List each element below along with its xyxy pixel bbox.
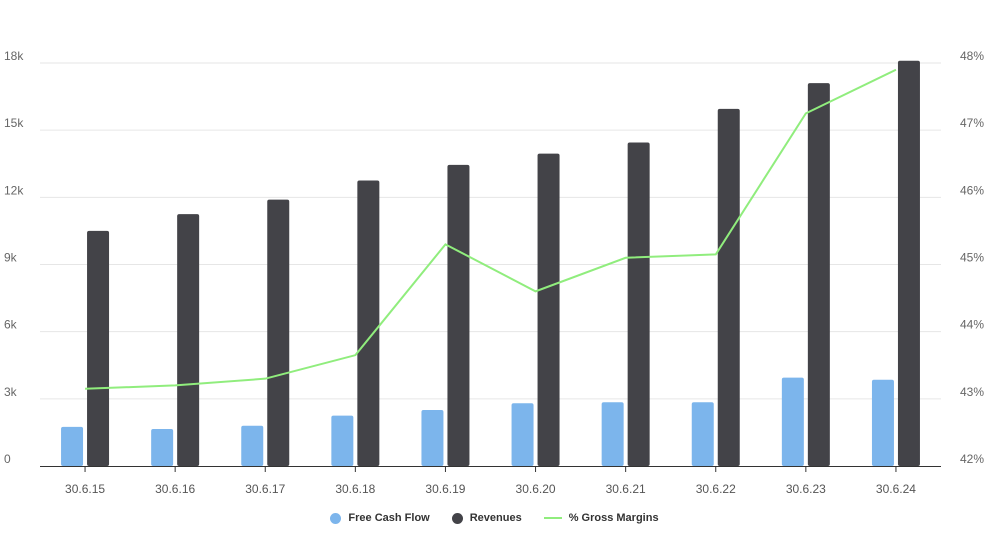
x-axis-tick-label: 30.6.16 xyxy=(155,482,195,496)
gross-margin-line xyxy=(85,68,897,390)
left-axis-tick-label: 15k xyxy=(4,116,24,130)
legend-item-revenues[interactable]: Revenues xyxy=(451,512,522,524)
bar-free-cash-flow[interactable] xyxy=(691,402,714,466)
bar-free-cash-flow[interactable] xyxy=(61,426,84,466)
bar-revenues[interactable] xyxy=(357,180,380,466)
x-axis-tick-label: 30.6.22 xyxy=(696,482,736,496)
legend-item-free-cash-flow[interactable]: Free Cash Flow xyxy=(330,512,430,524)
right-axis-tick-label: 44% xyxy=(960,318,984,332)
legend-label-revenues: Revenues xyxy=(469,512,522,524)
bar-revenues[interactable] xyxy=(177,214,200,466)
legend: Free Cash Flow Revenues % Gross Margins xyxy=(0,512,989,524)
left-axis-tick-label: 12k xyxy=(4,183,24,197)
bar-free-cash-flow[interactable] xyxy=(601,402,624,466)
right-axis-tick-label: 46% xyxy=(960,183,984,197)
bar-revenues[interactable] xyxy=(717,108,740,467)
bar-free-cash-flow[interactable] xyxy=(871,379,894,466)
right-axis-tick-label: 47% xyxy=(960,116,984,130)
bar-free-cash-flow[interactable] xyxy=(421,410,444,466)
right-axis-tick-label: 43% xyxy=(960,385,984,399)
bar-free-cash-flow[interactable] xyxy=(241,425,264,466)
bar-revenues[interactable] xyxy=(87,230,110,466)
bar-revenues[interactable] xyxy=(897,60,920,467)
x-axis-tick-label: 30.6.15 xyxy=(65,482,105,496)
x-axis-tick-label: 30.6.20 xyxy=(516,482,556,496)
legend-label-free-cash-flow: Free Cash Flow xyxy=(348,512,430,524)
bar-free-cash-flow[interactable] xyxy=(331,415,354,466)
bar-free-cash-flow[interactable] xyxy=(781,377,804,466)
legend-swatch-revenues xyxy=(451,512,463,524)
line-gross-margins[interactable] xyxy=(85,68,897,390)
left-axis-tick-label: 9k xyxy=(4,251,18,265)
x-axis-tick-label: 30.6.19 xyxy=(425,482,465,496)
bar-free-cash-flow[interactable] xyxy=(511,403,534,466)
bar-revenues[interactable] xyxy=(807,83,830,467)
x-axis-tick-label: 30.6.17 xyxy=(245,482,285,496)
axes: 0 42% 3k 43% 6k 44% 9k 45% 12k 46% 15k 47% 18k 48% 30.… xyxy=(4,49,984,496)
legend-item-gross-margins[interactable]: % Gross Margins xyxy=(543,512,659,524)
legend-swatch-free-cash-flow xyxy=(330,512,342,524)
left-axis-tick-label: 6k xyxy=(4,318,18,332)
bars xyxy=(61,60,920,467)
bar-revenues[interactable] xyxy=(447,164,470,466)
x-axis-tick-label: 30.6.18 xyxy=(335,482,375,496)
x-axis-tick-label: 30.6.24 xyxy=(876,482,916,496)
bar-free-cash-flow[interactable] xyxy=(151,429,174,466)
left-axis-tick-label: 0 xyxy=(4,452,11,466)
right-axis-tick-label: 45% xyxy=(960,251,984,265)
legend-swatch-gross-margins xyxy=(543,517,562,519)
bar-revenues[interactable] xyxy=(267,199,290,467)
bar-revenues[interactable] xyxy=(537,153,560,467)
right-axis-tick-label: 48% xyxy=(960,49,984,63)
left-axis-tick-label: 18k xyxy=(4,49,24,63)
left-axis-tick-label: 3k xyxy=(4,385,18,399)
bar-revenues[interactable] xyxy=(627,142,650,466)
x-axis-tick-label: 30.6.21 xyxy=(606,482,646,496)
x-axis-tick-label: 30.6.23 xyxy=(786,482,826,496)
right-axis-tick-label: 42% xyxy=(960,452,984,466)
legend-label-gross-margins: % Gross Margins xyxy=(568,512,659,524)
